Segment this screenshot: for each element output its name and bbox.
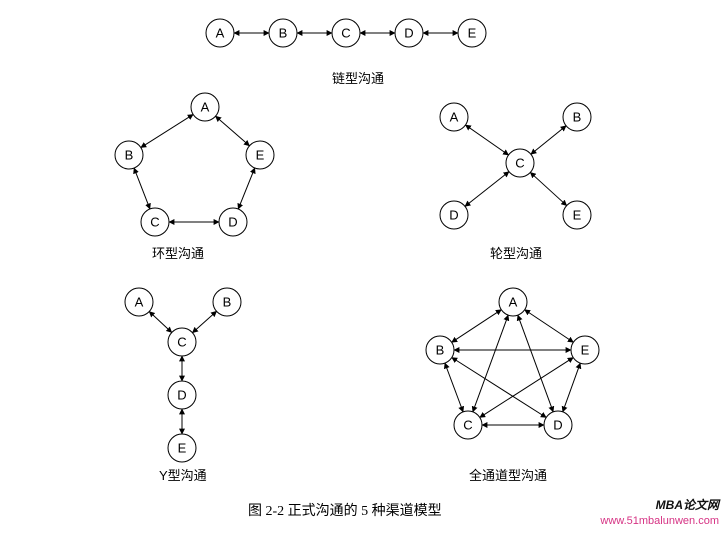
node-label-B: B (223, 295, 232, 310)
caption-ring: 环型沟通 (152, 243, 204, 262)
node-label-B: B (279, 26, 288, 41)
node-label-A: A (509, 295, 518, 310)
edge-E-A (216, 116, 250, 146)
node-label-D: D (553, 418, 562, 433)
watermark-brand: MBA论文网 (656, 496, 719, 513)
node-label-A: A (135, 295, 144, 310)
node-label-E: E (468, 26, 477, 41)
node-label-B: B (436, 343, 445, 358)
figure-caption: 图 2-2 正式沟通的 5 种渠道模型 (248, 500, 442, 520)
edge-C-E (480, 358, 573, 418)
node-label-C: C (150, 215, 159, 230)
node-label-C: C (515, 156, 524, 171)
edge-D-E (238, 168, 255, 209)
caption-chain: 链型沟通 (332, 68, 384, 87)
edge-A-B (141, 114, 193, 147)
node-label-D: D (228, 215, 237, 230)
node-label-B: B (573, 110, 582, 125)
caption-full: 全通道型沟通 (469, 465, 547, 484)
node-label-E: E (581, 343, 590, 358)
node-label-E: E (256, 148, 265, 163)
node-label-E: E (573, 208, 582, 223)
edge-B-C (445, 363, 463, 412)
node-label-D: D (404, 26, 413, 41)
node-label-D: D (177, 388, 186, 403)
edge-D-E (563, 363, 581, 412)
edge-E-C (530, 172, 566, 205)
node-label-B: B (125, 148, 134, 163)
figure-stage: A B C D E A B E C D A B C D E A B C D E A B E C D 链型沟通 环型沟通 轮型沟通… (0, 0, 727, 535)
node-label-D: D (449, 208, 458, 223)
edge-A-B (452, 310, 502, 343)
edge-A-C (465, 125, 508, 155)
edge-B-D (452, 358, 546, 418)
node-label-A: A (201, 100, 210, 115)
edge-A-C (149, 312, 171, 333)
node-label-C: C (177, 335, 186, 350)
node-label-A: A (216, 26, 225, 41)
edge-B-C (134, 168, 150, 209)
edge-D-C (465, 172, 509, 207)
node-label-E: E (178, 441, 187, 456)
caption-y: Y型沟通 (159, 465, 207, 484)
node-label-C: C (341, 26, 350, 41)
caption-wheel: 轮型沟通 (490, 243, 542, 262)
edge-A-D (518, 315, 553, 412)
watermark-url: www.51mbalunwen.com (600, 515, 719, 527)
edge-B-C (192, 311, 216, 332)
node-label-A: A (450, 110, 459, 125)
edge-A-E (525, 310, 574, 342)
edge-A-C (473, 315, 508, 412)
edge-B-C (531, 126, 566, 154)
node-label-C: C (463, 418, 472, 433)
